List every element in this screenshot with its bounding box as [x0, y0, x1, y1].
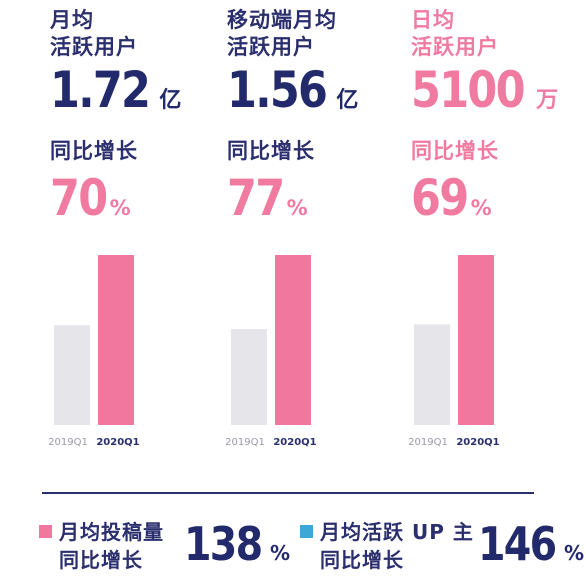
metric-unit: 万 [536, 88, 559, 113]
growth-label: 同比增长 [227, 139, 315, 163]
metric-number: 1.56 [227, 61, 328, 119]
growth-number: 70 [50, 169, 108, 227]
legend-square-pink [39, 525, 52, 538]
metric-unit: 亿 [336, 88, 359, 113]
stat-unit: % [564, 541, 585, 565]
tick-label: 2019Q1 [48, 437, 88, 448]
metric-value: 1.56 亿 [227, 64, 358, 116]
stat-value: 138% [184, 520, 290, 568]
growth-value: 70% [50, 172, 131, 224]
bar-2020Q1 [98, 255, 134, 425]
stat-label-line2: 同比增长 [320, 548, 404, 572]
stat-value: 146% [478, 520, 584, 568]
stat-number: 138 [184, 517, 263, 571]
stat-label-line2: 同比增长 [59, 548, 143, 572]
growth-label: 同比增长 [50, 139, 138, 163]
growth-unit: % [109, 196, 131, 220]
metric-label-line1: 移动端月均 [227, 8, 337, 32]
growth-number: 77 [227, 169, 285, 227]
tick-label: 2019Q1 [408, 437, 448, 448]
metric-label-line1: 月均 [50, 8, 94, 32]
tick-label: 2019Q1 [225, 437, 265, 448]
metric-label-line2: 活跃用户 [411, 35, 499, 59]
bar-2019Q1 [231, 329, 267, 425]
legend-square-blue [300, 525, 313, 538]
tick-label: 2020Q1 [456, 437, 499, 448]
growth-value: 77% [227, 172, 308, 224]
growth-value: 69% [411, 172, 492, 224]
metric-number: 1.72 [50, 61, 151, 119]
metric-label-line2: 活跃用户 [227, 35, 315, 59]
stat-unit: % [270, 541, 291, 565]
metric-number: 5100 [411, 61, 526, 119]
divider [42, 492, 534, 494]
metric-unit: 亿 [159, 88, 182, 113]
bar-2019Q1 [414, 324, 450, 425]
metric-value: 5100 万 [411, 64, 558, 116]
stat-label-line1: 月均活跃 UP 主 [320, 520, 474, 544]
growth-unit: % [286, 196, 308, 220]
bar-2020Q1 [275, 255, 311, 425]
metric-label-line1: 日均 [411, 8, 455, 32]
growth-number: 69 [411, 169, 469, 227]
growth-label: 同比增长 [411, 139, 499, 163]
bar-2019Q1 [54, 325, 90, 425]
tick-label: 2020Q1 [96, 437, 139, 448]
metric-value: 1.72 亿 [50, 64, 181, 116]
metric-label-line2: 活跃用户 [50, 35, 138, 59]
stat-label-line1: 月均投稿量 [59, 520, 164, 544]
growth-unit: % [470, 196, 492, 220]
bar-2020Q1 [458, 255, 494, 425]
bar-charts: 2019Q1 2020Q1 2019Q1 2020Q1 2019Q1 2020Q1 [48, 255, 500, 448]
tick-label: 2020Q1 [273, 437, 316, 448]
stat-number: 146 [478, 517, 557, 571]
